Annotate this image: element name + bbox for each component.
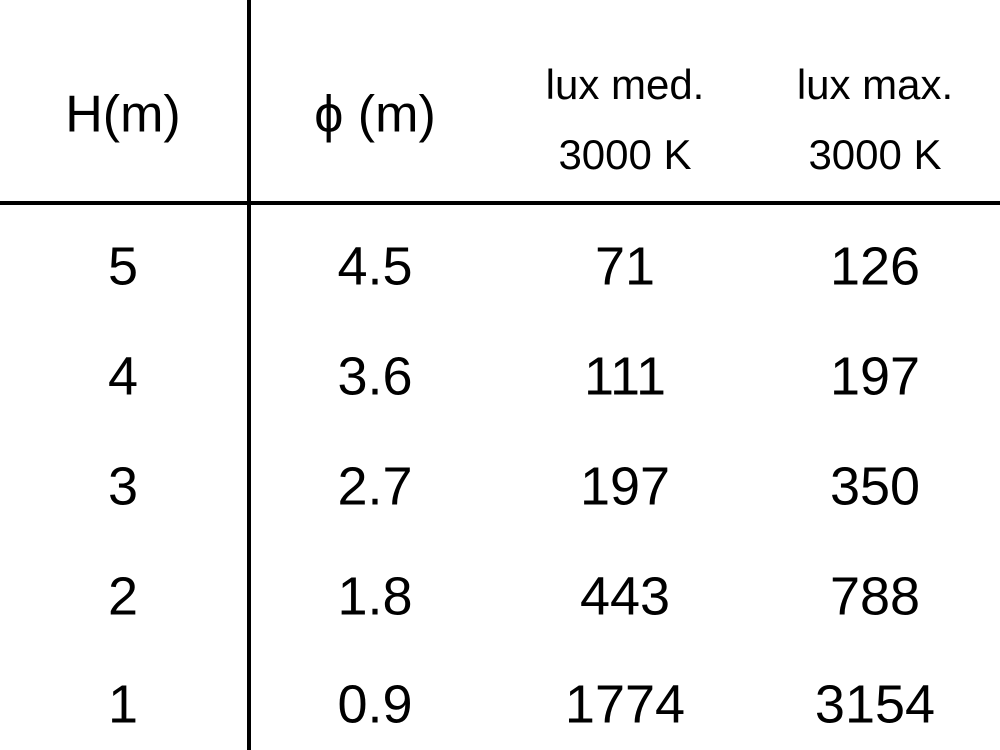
table-cell: 5 <box>108 236 138 296</box>
header-cell: 3000 K <box>808 131 941 178</box>
header-cell: H(m) <box>65 86 181 144</box>
table-cell: 3 <box>108 456 138 516</box>
header-cell: lux max. <box>797 61 953 108</box>
table-cell: 350 <box>830 456 920 516</box>
table-cell: 3.6 <box>337 346 412 406</box>
header-cell: 3000 K <box>558 131 691 178</box>
table-cell: 443 <box>580 566 670 626</box>
table-cell: 2.7 <box>337 456 412 516</box>
table-cell: 1.8 <box>337 566 412 626</box>
table-cell: 3154 <box>815 674 935 734</box>
table-cell: 4 <box>108 346 138 406</box>
header-cell: lux med. <box>546 61 705 108</box>
table-cell: 2 <box>108 566 138 626</box>
table-cell: 111 <box>584 346 666 406</box>
table-cell: 0.9 <box>337 674 412 734</box>
table-cell: 1 <box>108 674 138 734</box>
header-cell: ϕ (m) <box>314 86 436 144</box>
table-cell: 197 <box>580 456 670 516</box>
table-cell: 788 <box>830 566 920 626</box>
table-cell: 71 <box>595 236 655 296</box>
table-cell: 197 <box>830 346 920 406</box>
table-cell: 1774 <box>565 674 685 734</box>
table-cell: 4.5 <box>337 236 412 296</box>
table-cell: 126 <box>830 236 920 296</box>
